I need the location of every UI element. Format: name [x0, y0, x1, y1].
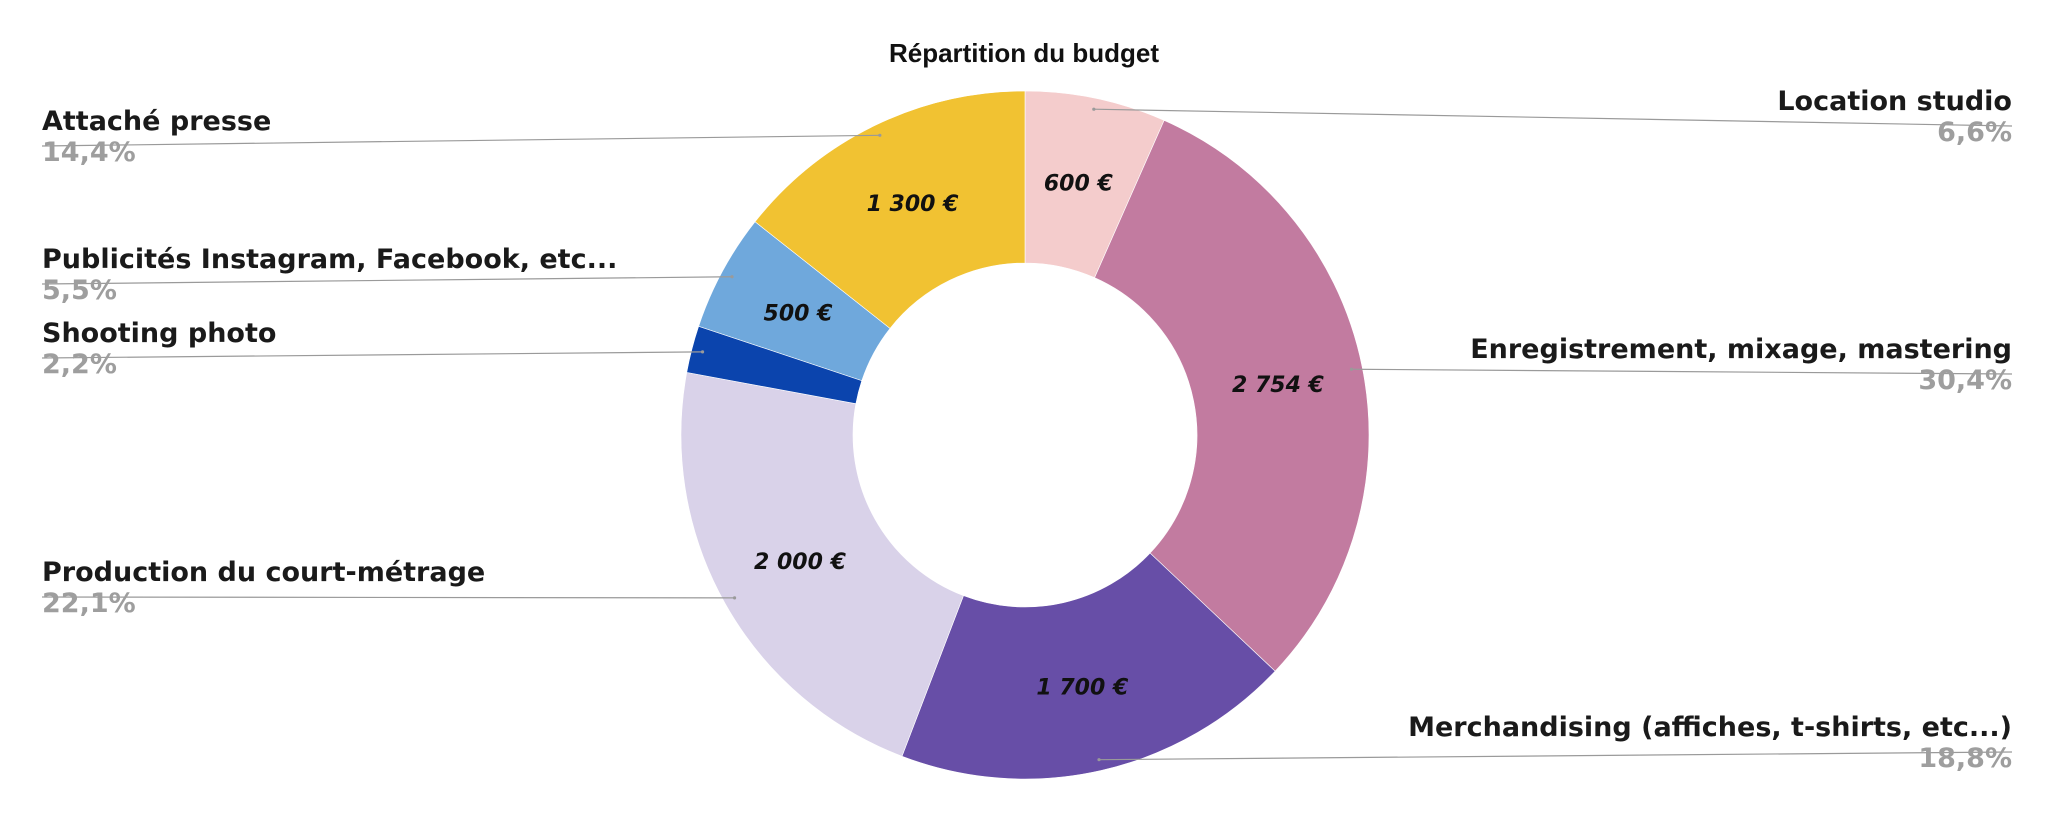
leader-line-location-studio — [1093, 108, 2013, 127]
leader-dot-publicites-instagram-facebook-etc — [730, 275, 734, 279]
leader-dot-location-studio — [1092, 107, 1096, 111]
leader-line-publicites-instagram-facebook-etc — [41, 276, 733, 285]
category-label-shooting-photo: Shooting photo — [42, 318, 276, 349]
leader-line-merchandising-affiches-t-shirts-etc — [1099, 751, 2013, 761]
category-label-enregistrement-mixage-mastering: Enregistrement, mixage, mastering — [1470, 334, 2012, 365]
leader-line-enregistrement-mixage-mastering — [1351, 368, 2013, 375]
percent-label-publicites-instagram-facebook-etc: 5,5% — [42, 275, 117, 306]
leader-dot-production-du-court-metrage — [732, 596, 737, 600]
value-label-production-du-court-metrage: 2 000 € — [754, 550, 847, 575]
slice-value-labels: 600 € 2 754 € 1 700 € 2 000 € 500 € 1 300 € — [754, 172, 1324, 701]
value-label-location-studio: 600 € — [1044, 172, 1114, 197]
leader-line-attache-presse — [41, 134, 880, 147]
slice-production-du-court-metrage — [680, 372, 964, 757]
percent-label-shooting-photo: 2,2% — [42, 349, 117, 380]
value-label-merchandising-affiches-t-shirts-etc: 1 700 € — [1036, 676, 1129, 701]
leader-line-shooting-photo — [41, 351, 703, 359]
leader-lines — [41, 107, 2013, 762]
leader-dot-merchandising-affiches-t-shirts-etc — [1097, 758, 1101, 762]
slice-attache-presse — [754, 90, 1026, 329]
percent-label-production-du-court-metrage: 22,1% — [42, 588, 136, 619]
percent-label-merchandising-affiches-t-shirts-etc: 18,8% — [1918, 743, 2012, 774]
value-label-attache-presse: 1 300 € — [867, 192, 960, 217]
category-label-merchandising-affiches-t-shirts-etc: Merchandising (affiches, t-shirts, etc..… — [1408, 712, 2012, 743]
value-label-enregistrement-mixage-mastering: 2 754 € — [1232, 373, 1325, 398]
percent-label-enregistrement-mixage-mastering: 30,4% — [1918, 365, 2012, 396]
category-label-publicites-instagram-facebook-etc: Publicités Instagram, Facebook, etc... — [42, 244, 617, 275]
value-label-publicites-instagram-facebook-etc: 500 € — [764, 301, 834, 326]
leader-dot-shooting-photo — [700, 350, 705, 354]
leader-dot-attache-presse — [878, 133, 882, 137]
leader-line-production-du-court-metrage — [41, 596, 735, 599]
percent-label-location-studio: 6,6% — [1937, 117, 2012, 148]
slice-merchandising-affiches-t-shirts-etc — [901, 552, 1276, 780]
category-label-attache-presse: Attaché presse — [42, 106, 271, 137]
donut-slices — [680, 90, 1370, 780]
category-label-production-du-court-metrage: Production du court-métrage — [42, 557, 485, 588]
category-label-location-studio: Location studio — [1777, 86, 2012, 117]
chart-title: Répartition du budget — [889, 38, 1159, 68]
leader-dot-enregistrement-mixage-mastering — [1349, 367, 1354, 371]
slice-enregistrement-mixage-mastering — [1094, 119, 1370, 672]
percent-label-attache-presse: 14,4% — [42, 137, 136, 168]
